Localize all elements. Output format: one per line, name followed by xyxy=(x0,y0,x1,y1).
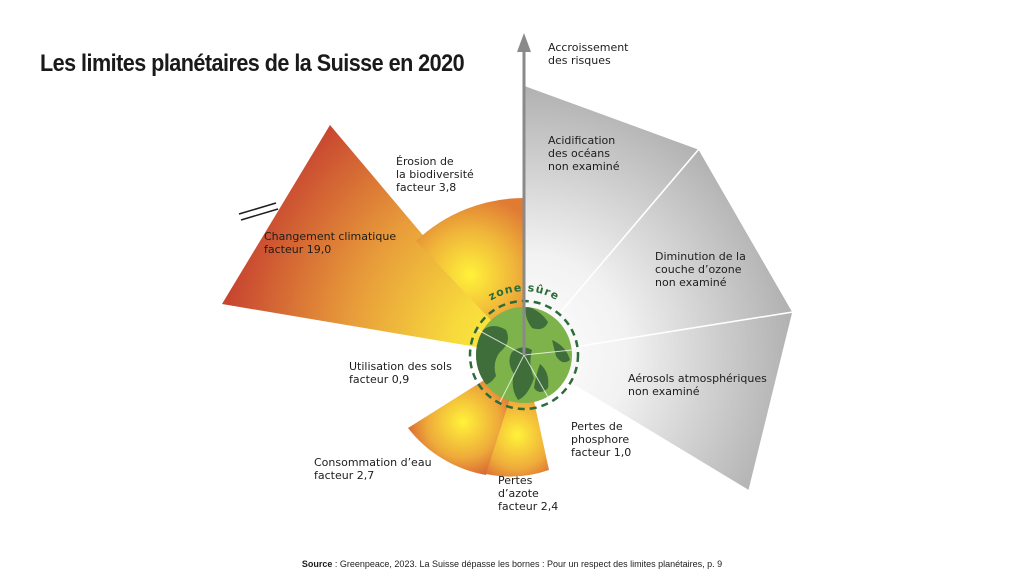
axis-label: Accroissement des risques xyxy=(548,41,632,67)
label-climate-change: Changement climatique facteur 19,0 xyxy=(264,230,400,256)
globe-continents-icon xyxy=(476,307,570,400)
label-land-use: Utilisation des sols facteur 0,9 xyxy=(349,360,455,386)
segment-atmospheric-aerosols xyxy=(521,311,794,493)
label-nitrogen: Pertes d’azote facteur 2,4 xyxy=(498,474,558,513)
risk-axis-arrow-icon xyxy=(517,33,531,52)
label-biodiversity: Érosion de la biodiversité facteur 3,8 xyxy=(396,155,477,194)
label-ocean-acidification: Acidification des océans non examiné xyxy=(548,134,620,173)
label-atmospheric-aerosols: Aérosols atmosphériques non examiné xyxy=(628,372,770,398)
page-title: Les limites planétaires de la Suisse en … xyxy=(40,50,465,77)
source-label: Source xyxy=(301,559,333,569)
source-text: : Greenpeace, 2023. La Suisse dépasse le… xyxy=(332,559,723,569)
label-phosphorus: Pertes de phosphore facteur 1,0 xyxy=(571,420,633,459)
segment-nitrogen xyxy=(486,355,549,477)
axis-break-icon xyxy=(238,202,279,221)
label-water-use: Consommation d’eau facteur 2,7 xyxy=(314,456,435,482)
safe-zone-lines xyxy=(477,307,573,403)
source-note: Source : Greenpeace, 2023. La Suisse dép… xyxy=(0,559,1024,569)
label-ozone-depletion: Diminution de la couche d’ozone non exam… xyxy=(655,250,749,289)
segment-climate-change xyxy=(222,125,524,355)
